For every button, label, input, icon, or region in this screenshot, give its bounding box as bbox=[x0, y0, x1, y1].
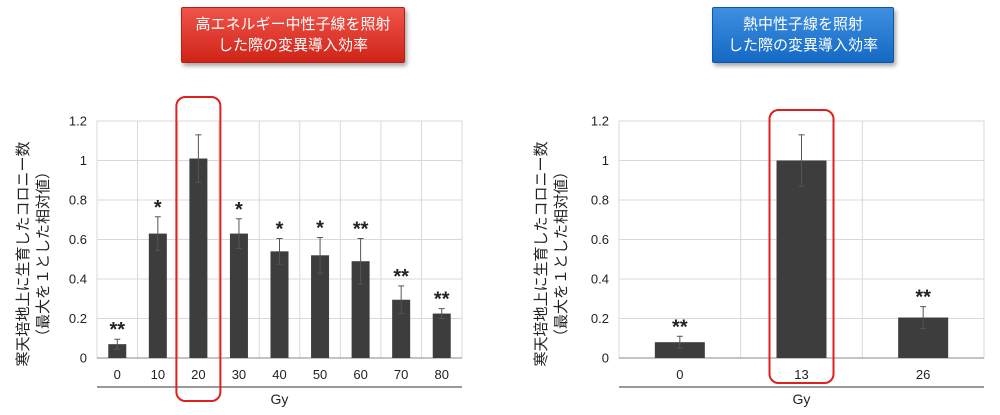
right-chart-title-line2: した際の変異導入効率 bbox=[727, 36, 878, 54]
x-axis-label: Gy bbox=[793, 391, 811, 407]
x-tick-label: 40 bbox=[272, 367, 286, 382]
y-tick-label: 0.4 bbox=[591, 272, 609, 287]
x-tick-label: 20 bbox=[191, 367, 205, 382]
y-tick-label: 0 bbox=[80, 351, 87, 366]
highlight-box bbox=[768, 109, 835, 384]
x-tick-label: 26 bbox=[916, 367, 930, 382]
y-axis-label: （最大を１とした相対値） bbox=[552, 164, 570, 344]
bar bbox=[432, 313, 451, 358]
left-chart-title-box: 高エネルギー中性子線を照射 した際の変異導入効率 bbox=[181, 7, 405, 63]
significance-marker: * bbox=[154, 197, 162, 219]
bar bbox=[311, 255, 330, 358]
y-axis-label: （最大を１とした相対値） bbox=[34, 164, 52, 344]
bar bbox=[108, 344, 127, 358]
significance-marker: ** bbox=[434, 289, 450, 311]
significance-marker: ** bbox=[109, 319, 125, 341]
x-tick-label: 80 bbox=[434, 367, 448, 382]
x-tick-label: 13 bbox=[794, 367, 808, 382]
bar bbox=[351, 261, 370, 358]
x-tick-label: 0 bbox=[676, 367, 683, 382]
y-tick-label: 1 bbox=[602, 153, 609, 168]
right-chart-title-box: 熱中性子線を照射 した際の変異導入効率 bbox=[712, 7, 894, 63]
significance-marker: * bbox=[316, 218, 324, 240]
bar bbox=[654, 342, 705, 358]
y-tick-label: 0.6 bbox=[591, 232, 609, 247]
y-tick-label: 0.2 bbox=[69, 311, 87, 326]
significance-marker: ** bbox=[393, 266, 409, 288]
bar bbox=[270, 251, 289, 358]
significance-marker: ** bbox=[915, 287, 931, 309]
y-axis-label: 寒天培地上に生育したコロニー数 bbox=[14, 141, 32, 366]
x-tick-label: 10 bbox=[151, 367, 165, 382]
x-tick-label: 70 bbox=[394, 367, 408, 382]
x-tick-label: 30 bbox=[232, 367, 246, 382]
highlight-box bbox=[175, 96, 222, 402]
significance-marker: * bbox=[235, 199, 243, 221]
y-tick-label: 0.4 bbox=[69, 272, 87, 287]
y-tick-label: 1.2 bbox=[591, 114, 609, 129]
y-tick-label: 0.6 bbox=[69, 232, 87, 247]
y-tick-label: 0.8 bbox=[591, 193, 609, 208]
y-tick-label: 1 bbox=[80, 153, 87, 168]
significance-marker: ** bbox=[353, 219, 369, 241]
x-axis-label: Gy bbox=[271, 391, 289, 407]
significance-marker: ** bbox=[672, 316, 688, 338]
bar bbox=[229, 233, 248, 358]
bar bbox=[392, 299, 411, 358]
x-tick-label: 0 bbox=[114, 367, 121, 382]
bar bbox=[776, 160, 827, 358]
x-tick-label: 60 bbox=[353, 367, 367, 382]
bar bbox=[148, 233, 167, 358]
left-chart-title-line1: 高エネルギー中性子線を照射 bbox=[195, 15, 391, 33]
y-tick-label: 0 bbox=[602, 351, 609, 366]
y-tick-label: 1.2 bbox=[69, 114, 87, 129]
y-tick-label: 0.2 bbox=[591, 311, 609, 326]
y-tick-label: 0.8 bbox=[69, 193, 87, 208]
y-axis-label: 寒天培地上に生育したコロニー数 bbox=[532, 141, 550, 366]
left-chart-title-line2: した際の変異導入効率 bbox=[217, 36, 368, 54]
bar bbox=[189, 158, 208, 358]
x-tick-label: 50 bbox=[313, 367, 327, 382]
significance-marker: * bbox=[276, 219, 284, 241]
right-chart-title-line1: 熱中性子線を照射 bbox=[742, 15, 863, 33]
